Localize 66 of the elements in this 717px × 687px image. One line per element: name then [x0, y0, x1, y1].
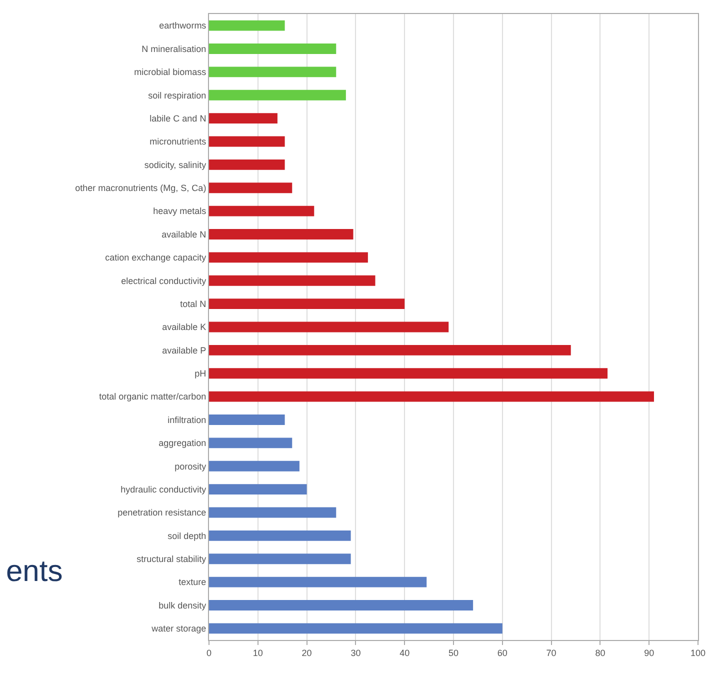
y-tick-label: microbial biomass	[134, 67, 207, 78]
bar	[209, 44, 336, 54]
x-tick-label: 0	[206, 648, 212, 658]
y-tick-label: water storage	[150, 624, 206, 634]
bar	[209, 554, 351, 564]
y-tick-label: micronutrients	[150, 136, 207, 147]
bar	[209, 460, 300, 472]
y-tick-label: N mineralisation	[142, 44, 206, 54]
bar	[209, 438, 292, 448]
x-tick-label: 70	[546, 648, 556, 658]
y-tick-label: electrical conductivity	[121, 276, 207, 286]
x-tick-label: 90	[644, 648, 654, 658]
bar	[209, 507, 336, 518]
y-tick-label: available P	[162, 345, 206, 356]
bar	[209, 275, 376, 286]
y-tick-label: texture	[178, 577, 206, 588]
x-tick-label: 100	[690, 648, 706, 658]
y-tick-label: labile C and N	[150, 113, 206, 124]
y-tick-label: porosity	[174, 461, 207, 472]
bar	[209, 206, 314, 216]
bar	[209, 20, 285, 31]
bar	[209, 159, 285, 170]
y-tick-label: hydraulic conductivity	[120, 484, 207, 494]
y-tick-label: pH	[194, 368, 206, 379]
bar	[209, 252, 368, 263]
y-tick-label: soil respiration	[148, 90, 206, 100]
x-tick-label: 60	[497, 648, 508, 658]
y-tick-label: total N	[180, 298, 206, 309]
y-tick-label: cation exchange capacity	[105, 252, 207, 263]
bar	[209, 368, 608, 379]
bar	[209, 322, 449, 332]
bar	[209, 484, 307, 495]
y-tick-label: heavy metals	[153, 206, 207, 216]
x-tick-label: 50	[448, 648, 459, 658]
bar	[209, 600, 474, 610]
x-tick-label: 80	[595, 648, 606, 658]
y-tick-label: soil depth	[168, 530, 206, 541]
y-tick-label: structural stability	[136, 554, 207, 564]
y-tick-label: bulk density	[158, 600, 207, 610]
y-tick-label: sodicity, salinity	[144, 160, 207, 170]
text: ents	[6, 555, 63, 588]
bar	[209, 623, 502, 634]
bar	[209, 298, 405, 310]
bar	[209, 113, 278, 124]
bar	[209, 391, 654, 402]
x-tick-label: 30	[350, 648, 361, 658]
y-tick-label: infiltration	[168, 414, 206, 425]
y-tick-label: earthworms	[159, 20, 207, 31]
bar	[209, 576, 427, 588]
bar	[209, 66, 336, 78]
y-tick-label: total organic matter/carbon	[99, 392, 206, 402]
x-tick-label: 40	[400, 648, 410, 658]
bar	[209, 229, 354, 240]
x-tick-label: 20	[302, 648, 312, 658]
bar	[209, 90, 346, 100]
y-tick-label: available N	[162, 229, 206, 240]
bar	[209, 414, 285, 425]
x-tick-label: 10	[252, 648, 263, 658]
bar	[209, 182, 292, 194]
bar	[209, 530, 351, 541]
y-tick-label: aggregation	[158, 438, 206, 448]
bar	[209, 136, 285, 147]
y-tick-label: available K	[162, 322, 206, 332]
bar	[209, 344, 571, 356]
y-tick-label: penetration resistance	[118, 508, 206, 518]
y-tick-label: other macronutrients (Mg, S, Ca)	[75, 183, 206, 194]
